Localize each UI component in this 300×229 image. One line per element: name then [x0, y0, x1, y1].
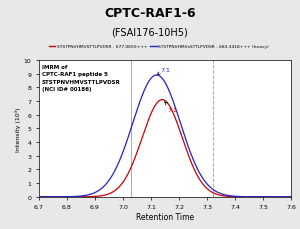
- Text: (FSAI176-10H5): (FSAI176-10H5): [112, 27, 188, 37]
- Text: 7.1: 7.1: [164, 102, 177, 112]
- Y-axis label: Intensity (10³): Intensity (10³): [15, 107, 21, 151]
- X-axis label: Retention Time: Retention Time: [136, 212, 194, 221]
- Text: CPTC-RAF1-6: CPTC-RAF1-6: [104, 7, 196, 20]
- Text: 7.1: 7.1: [157, 68, 170, 75]
- Text: iMRM of
CPTC-RAF1 peptide 5
STSTPNVHMVSTTLPVDSR
(NCI ID# 00186): iMRM of CPTC-RAF1 peptide 5 STSTPNVHMVST…: [41, 65, 120, 92]
- Legend: STSTPNVHMVSTTLPVDSR - 677.0655+++, STSTPNVHMVsSTTLPVDSR - 683.3418+++ (heavy): STSTPNVHMVSTTLPVDSR - 677.0655+++, STSTP…: [47, 43, 271, 51]
